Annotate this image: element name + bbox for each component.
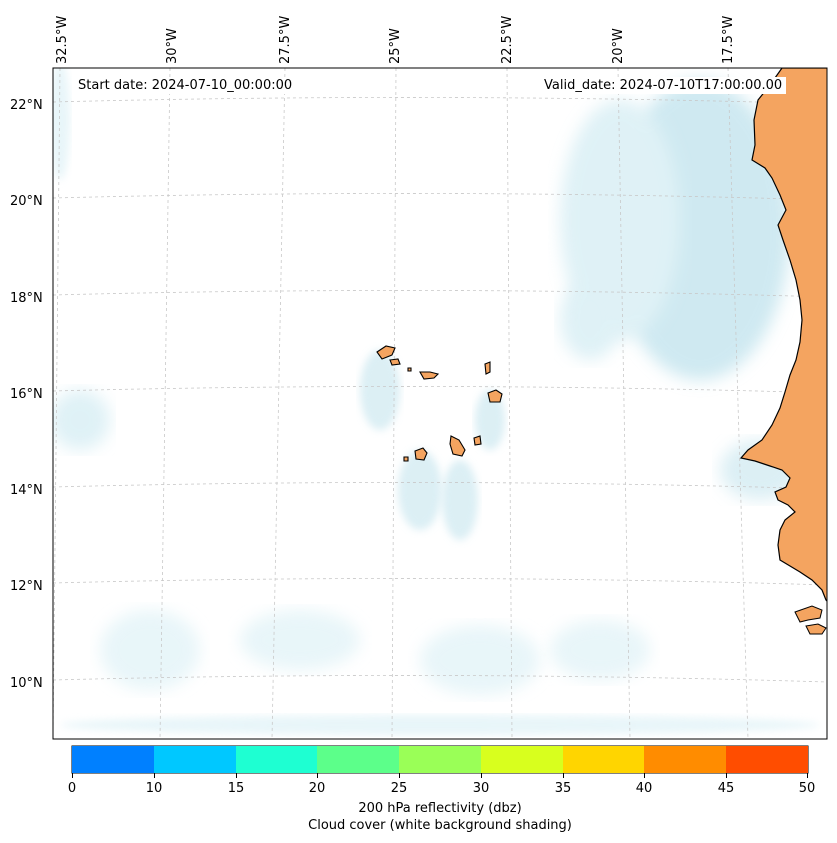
- colorbar-swatch: [481, 746, 563, 773]
- colorbar-subtitle: Cloud cover (white background shading): [308, 818, 572, 833]
- lon-label: 27.5°W: [278, 15, 293, 64]
- colorbar-tick: [236, 773, 237, 778]
- coastal-island: [805, 623, 827, 635]
- colorbar-swatch: [644, 746, 726, 773]
- colorbar-swatch: [154, 746, 236, 773]
- lon-label: 30°W: [165, 28, 180, 64]
- lat-label: 18°N: [10, 291, 43, 306]
- lon-label: 17.5°W: [721, 15, 736, 64]
- lat-label: 20°N: [10, 194, 43, 209]
- colorbar-title: 200 hPa reflectivity (dbz): [358, 801, 522, 816]
- colorbar-tick-label: 15: [227, 781, 245, 796]
- colorbar-tick-label: 0: [67, 781, 77, 796]
- lat-label: 16°N: [10, 387, 43, 402]
- colorbar-tick: [563, 773, 564, 778]
- colorbar-swatch: [317, 746, 399, 773]
- lat-label: 14°N: [10, 483, 43, 498]
- colorbar-tick: [481, 773, 482, 778]
- start-date-label: Start date: 2024-07-10_00:00:00: [74, 77, 297, 94]
- colorbar-tick-label: 10: [145, 781, 163, 796]
- graticule: [53, 68, 827, 739]
- lat-label: 22°N: [10, 98, 43, 113]
- colorbar-swatch: [236, 746, 317, 773]
- colorbar-tick: [644, 773, 645, 778]
- africa-landmass: [739, 68, 827, 602]
- colorbar-tick: [317, 773, 318, 778]
- colorbar-tick-label: 40: [635, 781, 653, 796]
- colorbar-tick: [399, 773, 400, 778]
- valid-date-label: Valid_date: 2024-07-10T17:00:00.00: [540, 77, 787, 94]
- colorbar-tick-label: 50: [798, 781, 816, 796]
- coastal-island: [794, 605, 823, 623]
- lat-label: 10°N: [10, 676, 43, 691]
- lon-label: 32.5°W: [55, 15, 70, 64]
- lon-label: 25°W: [388, 28, 403, 64]
- colorbar-tick-label: 35: [554, 781, 572, 796]
- colorbar-tick: [72, 773, 73, 778]
- colorbar-tick-label: 30: [472, 781, 490, 796]
- cape-verde-islands: [376, 345, 503, 462]
- colorbar-swatch: [72, 746, 154, 773]
- colorbar-swatch: [563, 746, 644, 773]
- colorbar-tick-label: 45: [717, 781, 735, 796]
- colorbar-tick: [154, 773, 155, 778]
- colorbar-tick: [726, 773, 727, 778]
- colorbar-tick-label: 25: [390, 781, 408, 796]
- colorbar-tick-label: 20: [308, 781, 326, 796]
- colorbar-tick: [807, 773, 808, 778]
- lat-label: 12°N: [10, 579, 43, 594]
- lon-label: 20°W: [611, 28, 626, 64]
- colorbar-swatch: [726, 746, 808, 773]
- colorbar-swatch: [399, 746, 481, 773]
- lon-label: 22.5°W: [500, 15, 515, 64]
- map-frame: [52, 67, 828, 740]
